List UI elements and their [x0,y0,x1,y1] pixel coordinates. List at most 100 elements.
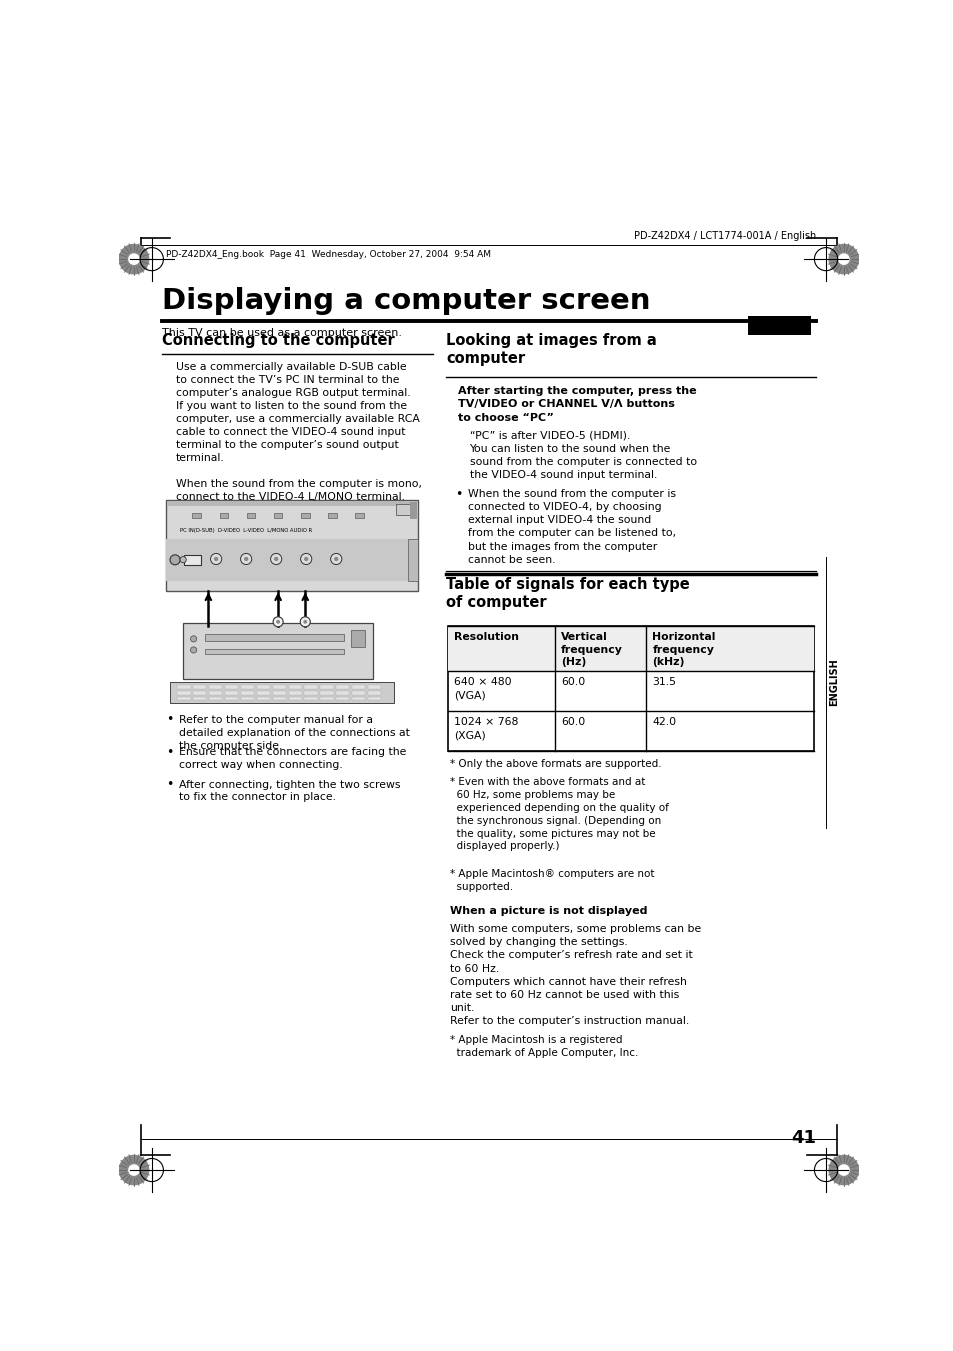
Circle shape [273,617,283,627]
Polygon shape [828,1155,858,1185]
Bar [368,685,381,689]
Text: Table of signals for each type
of computer: Table of signals for each type of comput… [446,577,689,611]
Circle shape [303,620,307,624]
Bar [368,692,381,694]
Text: Resolution: Resolution [454,632,518,642]
Text: Horizontal
frequency
(kHz): Horizontal frequency (kHz) [652,632,715,667]
Bar [408,539,417,581]
Bar [320,697,334,700]
Text: •: • [167,778,173,792]
Circle shape [180,557,186,563]
Bar [177,685,191,689]
Bar [395,504,410,515]
Text: After connecting, tighten the two screws
to fix the connector in place.: After connecting, tighten the two screws… [179,780,400,802]
Text: When a picture is not displayed: When a picture is not displayed [450,907,647,916]
Bar [335,697,349,700]
Circle shape [304,557,308,561]
Bar [166,539,417,581]
Text: This TV can be used as a computer screen.: This TV can be used as a computer screen… [162,328,401,339]
Bar [355,513,363,519]
Text: 60.0: 60.0 [560,717,584,727]
Circle shape [240,554,252,565]
Bar [304,692,317,694]
Bar [304,697,317,700]
Bar [273,685,286,689]
Bar [368,697,381,700]
Bar [193,513,201,519]
Text: •: • [167,746,173,759]
Bar [256,697,270,700]
Bar [256,685,270,689]
Bar [225,685,238,689]
Bar [352,692,365,694]
Circle shape [838,1165,848,1175]
Circle shape [191,636,196,642]
Polygon shape [119,245,149,274]
Bar [219,513,228,519]
Bar [320,692,334,694]
Text: Looking at images from a
computer: Looking at images from a computer [446,334,657,366]
Bar [241,697,253,700]
Circle shape [274,557,278,561]
Text: 1024 × 768
(XGA): 1024 × 768 (XGA) [454,717,517,740]
Bar [273,692,286,694]
Circle shape [276,620,280,624]
Text: PD-Z42DX4_Eng.book  Page 41  Wednesday, October 27, 2004  9:54 AM: PD-Z42DX4_Eng.book Page 41 Wednesday, Oc… [166,250,490,259]
Circle shape [129,1165,139,1175]
Text: Ensure that the connectors are facing the
correct way when connecting.: Ensure that the connectors are facing th… [179,747,406,770]
Bar [256,692,270,694]
Circle shape [300,617,310,627]
Text: * Apple Macintosh is a registered
  trademark of Apple Computer, Inc.: * Apple Macintosh is a registered tradem… [450,1035,638,1058]
Bar [167,501,416,507]
Bar [328,513,336,519]
Text: With some computers, some problems can be
solved by changing the settings.
Check: With some computers, some problems can b… [450,924,700,1025]
Circle shape [191,647,196,653]
Text: “PC” is after VIDEO-5 (HDMI).
You can listen to the sound when the
sound from th: “PC” is after VIDEO-5 (HDMI). You can li… [469,431,696,480]
Bar [170,682,394,704]
Circle shape [170,555,180,565]
Text: •: • [167,713,173,727]
Bar [352,697,365,700]
Bar [225,692,238,694]
Circle shape [271,554,281,565]
Bar [274,513,282,519]
Bar [304,685,317,689]
Bar [193,685,206,689]
Text: Connecting to the computer: Connecting to the computer [162,334,395,349]
Text: Vertical
frequency
(Hz): Vertical frequency (Hz) [560,632,622,667]
Text: Refer to the computer manual for a
detailed explanation of the connections at
th: Refer to the computer manual for a detai… [179,715,410,751]
Bar [177,697,191,700]
Text: 42.0: 42.0 [652,717,676,727]
Bar [225,697,238,700]
Text: When the sound from the computer is
connected to VIDEO-4, by choosing
external i: When the sound from the computer is conn… [468,489,676,565]
Text: PC IN(D-SUB)  D-VIDEO  L-VIDEO  L/MONO AUDIO R: PC IN(D-SUB) D-VIDEO L-VIDEO L/MONO AUDI… [179,528,312,532]
Bar [241,685,253,689]
Bar [177,692,191,694]
Bar [747,316,810,335]
Bar [289,697,301,700]
Bar [166,500,417,590]
Circle shape [129,254,139,265]
Bar [410,503,416,519]
Bar [351,630,365,647]
Text: ENGLISH: ENGLISH [828,658,838,707]
Text: * Apple Macintosh® computers are not
  supported.: * Apple Macintosh® computers are not sup… [450,869,654,892]
Circle shape [213,557,218,561]
Bar [241,692,253,694]
Text: Displaying a computer screen: Displaying a computer screen [162,286,650,315]
Bar [447,627,814,671]
Bar [209,697,222,700]
Text: •: • [456,488,462,501]
Text: Use a commercially available D-SUB cable
to connect the TV’s PC IN terminal to t: Use a commercially available D-SUB cable… [175,362,419,463]
Bar [320,685,334,689]
Circle shape [838,254,848,265]
Text: 640 × 480
(VGA): 640 × 480 (VGA) [454,677,511,700]
Bar [184,555,201,566]
Bar [247,513,255,519]
Bar [209,685,222,689]
Bar [289,692,301,694]
Bar [193,697,206,700]
Bar [183,623,373,678]
Bar [289,685,301,689]
Bar [204,634,344,642]
